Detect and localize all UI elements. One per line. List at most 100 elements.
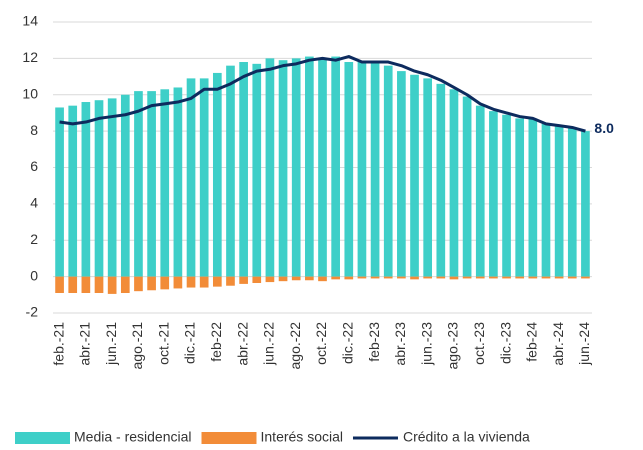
bar <box>186 78 196 277</box>
bar <box>94 276 104 293</box>
x-tick-label: abr.-22 <box>234 322 250 366</box>
bar <box>554 125 564 277</box>
bar <box>265 58 275 277</box>
x-tick-label: ago.-23 <box>445 322 461 370</box>
x-tick-label: dic.-21 <box>182 322 198 364</box>
bar <box>370 276 380 279</box>
bar <box>147 276 156 291</box>
y-tick-label: 8 <box>30 122 38 138</box>
bar <box>147 91 156 277</box>
bar <box>212 72 222 277</box>
bar <box>357 62 367 277</box>
bar <box>423 276 433 279</box>
bar <box>107 276 117 294</box>
bar <box>462 276 472 279</box>
x-tick-label: jun.-23 <box>418 322 434 366</box>
bar <box>502 114 511 277</box>
bar <box>68 105 78 277</box>
bar <box>186 276 196 288</box>
bar <box>305 276 314 281</box>
x-tick-label: dic.-23 <box>497 322 513 364</box>
bar <box>515 118 525 277</box>
bar <box>357 276 367 279</box>
bar <box>383 276 393 279</box>
bar <box>515 276 525 279</box>
bar <box>567 127 577 277</box>
y-tick-label: -2 <box>26 304 39 320</box>
bar <box>436 83 446 277</box>
bar <box>370 62 380 277</box>
bar <box>134 276 143 292</box>
bar <box>173 276 183 289</box>
x-tick-label: jun.-22 <box>261 322 277 366</box>
bar <box>291 58 301 277</box>
bar <box>278 276 288 282</box>
bar <box>331 56 340 277</box>
x-tick-label: feb.-21 <box>50 322 66 366</box>
bar <box>212 276 222 287</box>
y-tick-label: 6 <box>30 158 38 174</box>
bar <box>331 276 340 280</box>
bar <box>449 89 459 277</box>
x-tick-label: jun.-21 <box>103 322 119 366</box>
bar <box>554 276 564 279</box>
bar <box>252 63 262 277</box>
bar <box>160 89 170 277</box>
legend-label: Interés social <box>261 429 343 445</box>
y-tick-label: 4 <box>30 195 38 211</box>
bar <box>541 123 551 277</box>
bar <box>199 276 209 288</box>
bar <box>239 276 248 284</box>
legend-label: Media - residencial <box>74 429 192 445</box>
x-tick-label: ago.-22 <box>287 322 303 370</box>
bar <box>489 111 498 277</box>
bar <box>502 276 511 279</box>
bar <box>462 96 472 277</box>
x-tick-label: abr.-21 <box>77 322 93 366</box>
bar <box>436 276 446 279</box>
bar <box>410 74 419 277</box>
x-tick-label: ago.-21 <box>129 322 145 370</box>
x-tick-label: feb-22 <box>208 322 224 362</box>
bar <box>226 276 235 286</box>
bar <box>344 276 354 280</box>
bar <box>239 62 248 277</box>
data-label: 8.0 <box>594 120 614 136</box>
legend-label: Crédito a la vivienda <box>403 429 530 445</box>
bar <box>581 131 590 277</box>
x-tick-label: dic.-22 <box>339 322 355 364</box>
bar <box>344 62 354 277</box>
x-tick-label: feb-24 <box>524 322 540 362</box>
bar <box>449 276 459 280</box>
bar <box>410 276 419 280</box>
bar <box>278 60 288 277</box>
bar <box>199 78 209 277</box>
bar <box>160 276 170 290</box>
bar <box>318 58 327 277</box>
bar <box>383 65 393 277</box>
bar <box>226 65 235 277</box>
x-tick-label: oct.-22 <box>313 322 329 365</box>
bar <box>120 276 130 293</box>
bar <box>528 276 538 279</box>
x-tick-label: feb-23 <box>366 322 382 362</box>
bar <box>107 98 117 277</box>
bar <box>81 102 91 277</box>
bar <box>423 78 433 277</box>
bar <box>581 276 590 279</box>
y-tick-label: 14 <box>22 13 38 29</box>
bar <box>55 276 64 293</box>
bar <box>173 87 183 277</box>
x-tick-label: oct.-23 <box>471 322 487 365</box>
bar <box>489 276 498 279</box>
bar <box>252 276 262 283</box>
bar <box>541 276 551 279</box>
bar <box>397 71 406 277</box>
y-tick-label: 12 <box>22 49 38 65</box>
legend-swatch <box>201 432 257 444</box>
bar <box>55 107 64 277</box>
bar <box>475 105 485 277</box>
bar <box>134 91 143 277</box>
x-tick-label: abr.-24 <box>550 322 566 366</box>
